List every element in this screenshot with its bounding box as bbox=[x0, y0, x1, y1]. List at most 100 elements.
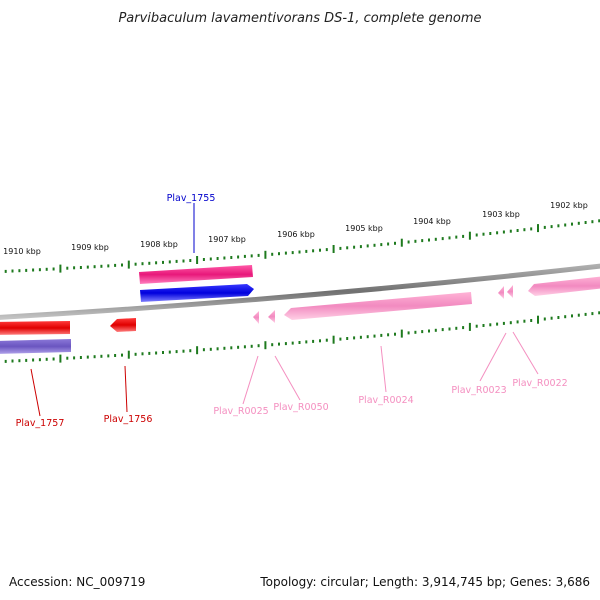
leader-plav-r0050 bbox=[274, 355, 301, 401]
minor-tick bbox=[25, 268, 28, 272]
feature-plav-1755[interactable] bbox=[140, 284, 254, 302]
minor-tick bbox=[86, 265, 89, 269]
minor-tick bbox=[38, 358, 41, 362]
feature-plav-1757[interactable] bbox=[0, 321, 70, 335]
minor-tick bbox=[530, 319, 533, 322]
minor-tick bbox=[496, 231, 499, 235]
feature-plav-1756[interactable] bbox=[110, 318, 136, 332]
feature-plav-r0022[interactable] bbox=[528, 276, 600, 296]
minor-tick bbox=[482, 232, 485, 236]
minor-tick bbox=[114, 354, 117, 357]
minor-tick bbox=[571, 222, 573, 226]
minor-tick bbox=[93, 265, 96, 269]
minor-tick bbox=[550, 316, 553, 320]
minor-tick bbox=[175, 350, 178, 354]
minor-tick bbox=[121, 263, 123, 267]
minor-tick bbox=[591, 220, 594, 224]
label-plav-1757[interactable]: Plav_1757 bbox=[16, 418, 65, 429]
label-plav-1756[interactable]: Plav_1756 bbox=[104, 414, 153, 425]
major-tick bbox=[400, 329, 403, 338]
minor-tick bbox=[223, 346, 226, 350]
minor-tick bbox=[155, 261, 158, 265]
minor-tick bbox=[45, 267, 48, 271]
minor-tick bbox=[557, 316, 560, 319]
minor-tick bbox=[148, 351, 151, 355]
feature-plav-r0050[interactable] bbox=[268, 310, 275, 323]
minor-tick bbox=[66, 356, 69, 360]
minor-tick bbox=[121, 353, 123, 357]
minor-tick bbox=[100, 264, 103, 268]
minor-tick bbox=[250, 254, 253, 258]
minor-tick bbox=[291, 251, 294, 255]
minor-tick bbox=[237, 255, 240, 259]
topology-text: Topology: circular; Length: 3,914,745 bp… bbox=[259, 575, 590, 589]
minor-tick bbox=[4, 269, 7, 273]
minor-tick bbox=[243, 345, 246, 349]
label-plav-r0024[interactable]: Plav_R0024 bbox=[358, 395, 413, 406]
kbp-label: 1908 kbp bbox=[140, 240, 178, 249]
minor-tick bbox=[325, 248, 328, 252]
minor-tick bbox=[414, 330, 417, 334]
minor-tick bbox=[455, 326, 458, 330]
label-plav-r0025[interactable]: Plav_R0025 bbox=[213, 406, 268, 417]
minor-tick bbox=[114, 263, 117, 267]
minor-tick bbox=[366, 335, 369, 339]
major-tick bbox=[264, 341, 267, 350]
minor-tick bbox=[4, 359, 7, 363]
minor-tick bbox=[162, 351, 164, 354]
feature-plav-r0022-small[interactable] bbox=[507, 285, 513, 298]
minor-tick bbox=[216, 347, 219, 351]
minor-tick bbox=[441, 328, 444, 332]
label-plav-1755[interactable]: Plav_1755 bbox=[167, 193, 216, 204]
label-plav-r0023[interactable]: Plav_R0023 bbox=[451, 385, 506, 396]
minor-tick bbox=[93, 355, 96, 359]
minor-tick bbox=[339, 246, 342, 250]
minor-tick bbox=[502, 230, 505, 234]
major-tick bbox=[196, 346, 199, 355]
major-tick bbox=[332, 245, 335, 253]
minor-tick bbox=[18, 269, 21, 273]
minor-tick bbox=[79, 266, 82, 269]
minor-tick bbox=[291, 341, 294, 345]
minor-tick bbox=[509, 229, 512, 233]
minor-tick bbox=[155, 351, 158, 355]
minor-tick bbox=[257, 253, 260, 257]
minor-tick bbox=[230, 346, 233, 350]
minor-tick bbox=[359, 245, 362, 249]
minor-tick bbox=[380, 243, 383, 247]
label-plav-r0022[interactable]: Plav_R0022 bbox=[512, 378, 567, 389]
major-tick bbox=[400, 238, 403, 247]
minor-tick bbox=[230, 256, 233, 259]
minor-tick bbox=[482, 324, 485, 327]
minor-tick bbox=[462, 234, 465, 238]
kbp-label: 1903 kbp bbox=[482, 210, 520, 219]
minor-tick bbox=[387, 333, 390, 337]
label-plav-r0050[interactable]: Plav_R0050 bbox=[273, 402, 328, 413]
minor-tick bbox=[305, 340, 308, 344]
feature-plav-r0024[interactable] bbox=[284, 292, 472, 320]
minor-tick bbox=[319, 248, 321, 252]
minor-tick bbox=[162, 260, 164, 264]
minor-tick bbox=[107, 264, 110, 268]
minor-tick bbox=[421, 330, 424, 334]
minor-tick bbox=[38, 268, 41, 272]
minor-tick bbox=[584, 221, 587, 224]
gc-content-track[interactable] bbox=[0, 339, 71, 354]
minor-tick bbox=[414, 239, 417, 243]
major-tick bbox=[537, 315, 539, 324]
minor-tick bbox=[189, 259, 192, 262]
minor-tick bbox=[502, 321, 505, 325]
minor-tick bbox=[373, 243, 376, 247]
minor-tick bbox=[312, 249, 315, 253]
gc-skew-track[interactable] bbox=[139, 265, 253, 284]
minor-tick bbox=[305, 249, 308, 253]
minor-tick bbox=[346, 246, 349, 250]
leader-plav-1757 bbox=[30, 368, 41, 417]
minor-tick bbox=[475, 233, 478, 237]
leader-plav-r0023 bbox=[479, 332, 507, 382]
minor-tick bbox=[32, 358, 35, 362]
feature-plav-r0023[interactable] bbox=[498, 286, 504, 299]
feature-plav-r0025[interactable] bbox=[253, 311, 259, 324]
minor-tick bbox=[73, 356, 76, 360]
minor-tick bbox=[598, 219, 600, 223]
